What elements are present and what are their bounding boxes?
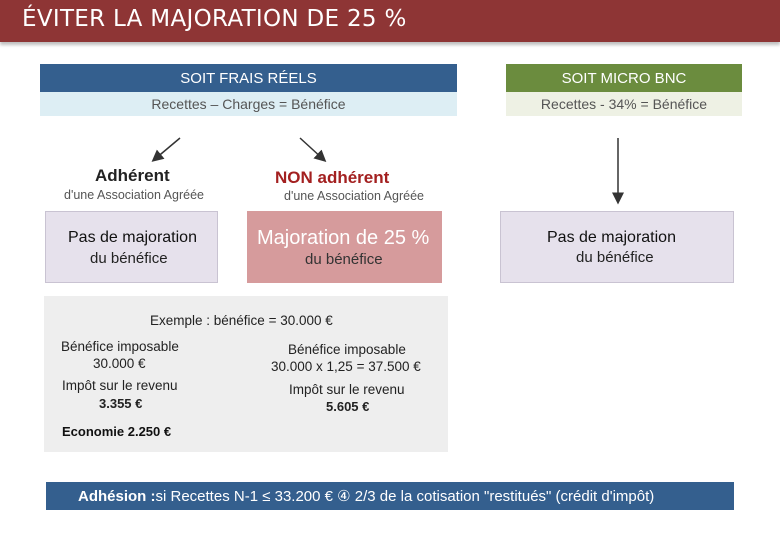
arrow-to-non-adherent — [299, 137, 327, 163]
example-left-impot-label: Impôt sur le revenu — [62, 378, 178, 393]
example-left-impot-value: 3.355 € — [99, 396, 143, 411]
adherent-title: Adhérent — [95, 166, 170, 185]
micro-bnc-header: SOIT MICRO BNC — [506, 64, 742, 92]
non-adherent-title: NON adhérent — [275, 168, 390, 187]
micro-bnc-title: SOIT MICRO BNC — [561, 69, 687, 87]
non-adherent-subtitle: d'une Association Agréée — [284, 189, 424, 203]
example-box — [44, 296, 448, 452]
micro-bnc-formula-bar: Recettes - 34% = Bénéfice — [506, 92, 742, 116]
example-left-benefice-label: Bénéfice imposable — [61, 339, 179, 354]
adhesion-label: Adhésion : — [78, 487, 156, 505]
example-economie: Economie 2.250 € — [62, 424, 172, 439]
example-heading: Exemple : bénéfice = 30.000 € — [150, 313, 333, 328]
non-adherent-box-line1: Majoration de 25 % — [257, 227, 430, 249]
adherent-box-line1: Pas de majoration — [68, 229, 197, 246]
micro-bnc-formula: Recettes - 34% = Bénéfice — [540, 96, 708, 112]
adhesion-bar: Adhésion : si Recettes N-1 ≤ 33.200 € ④ … — [46, 482, 734, 510]
arrow-to-adherent — [151, 137, 181, 162]
adhesion-text: si Recettes N-1 ≤ 33.200 € ④ 2/3 de la c… — [155, 488, 655, 505]
micro-box — [500, 211, 734, 283]
page-title: ÉVITER LA MAJORATION DE 25 % — [22, 6, 407, 32]
micro-box-line1: Pas de majoration — [547, 229, 676, 246]
frais-reels-formula: Recettes – Charges = Bénéfice — [151, 96, 346, 112]
title-bar — [0, 0, 780, 42]
frais-reels-title: SOIT FRAIS RÉELS — [180, 69, 317, 87]
adherent-subtitle: d'une Association Agréée — [64, 188, 204, 202]
example-right-impot-label: Impôt sur le revenu — [289, 382, 405, 397]
example-right-benefice-label: Bénéfice imposable — [288, 342, 406, 357]
adherent-box — [45, 211, 218, 283]
non-adherent-box-line2: du bénéfice — [305, 251, 383, 268]
adherent-box-line2: du bénéfice — [90, 250, 168, 267]
frais-reels-header: SOIT FRAIS RÉELS — [40, 64, 457, 92]
non-adherent-box — [247, 211, 442, 283]
example-right-impot-value: 5.605 € — [326, 399, 370, 414]
frais-reels-formula-bar: Recettes – Charges = Bénéfice — [40, 92, 457, 116]
example-right-benefice-value: 30.000 x 1,25 = 37.500 € — [271, 359, 421, 374]
micro-box-line2: du bénéfice — [576, 249, 654, 266]
example-left-benefice-value: 30.000 € — [93, 356, 146, 371]
